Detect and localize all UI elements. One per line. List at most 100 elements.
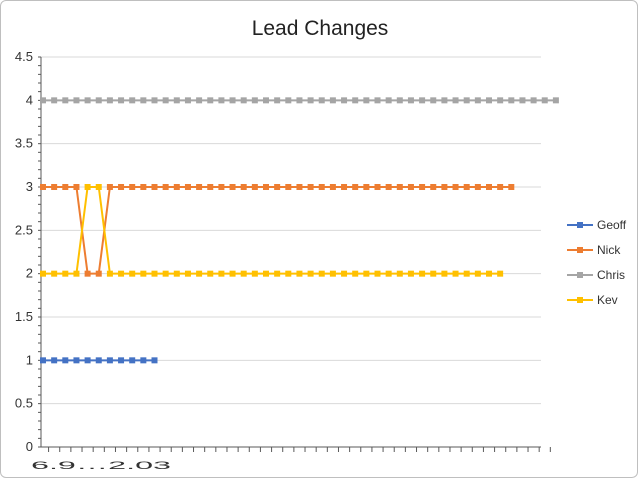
data-point — [106, 270, 113, 277]
y-tick-label: 4.5 — [15, 49, 33, 64]
data-point — [430, 97, 437, 104]
data-point — [285, 184, 292, 190]
data-point — [51, 184, 58, 190]
data-point — [129, 357, 136, 364]
x-tick-labels: 6.9…2.03 — [31, 460, 171, 472]
data-point — [274, 270, 281, 277]
legend-swatch-marker — [577, 247, 583, 253]
data-point — [140, 357, 147, 364]
chart-title: Lead Changes — [252, 17, 389, 40]
data-point — [508, 97, 515, 104]
data-point — [162, 184, 169, 190]
data-point — [229, 97, 236, 104]
data-point — [62, 97, 69, 104]
series-nick — [40, 184, 515, 277]
data-point — [95, 357, 102, 364]
data-point — [118, 270, 125, 277]
data-point — [396, 270, 403, 277]
data-point — [129, 184, 136, 190]
data-point — [151, 270, 158, 277]
legend-swatch-marker — [577, 222, 583, 228]
legend-item: Geoff — [567, 218, 627, 232]
data-point — [162, 97, 169, 104]
y-tick-label: 0.5 — [15, 396, 33, 411]
data-point — [40, 184, 46, 190]
data-point — [296, 184, 303, 190]
data-point — [352, 184, 359, 190]
data-point — [73, 97, 80, 104]
data-point — [486, 97, 492, 104]
legend-swatch-marker — [577, 272, 583, 278]
data-point — [106, 97, 113, 104]
data-point — [95, 184, 102, 190]
data-point — [173, 270, 180, 277]
data-point — [407, 184, 414, 190]
data-point — [452, 270, 459, 277]
data-point — [129, 97, 136, 104]
data-point — [207, 270, 214, 277]
data-point — [552, 97, 559, 104]
data-point — [430, 184, 437, 190]
data-point — [307, 97, 314, 104]
data-point — [173, 184, 180, 190]
data-point — [374, 97, 381, 104]
data-point — [419, 184, 426, 190]
data-point — [296, 270, 303, 277]
data-point — [441, 97, 448, 104]
data-point — [84, 184, 91, 190]
data-point — [374, 184, 381, 190]
data-point — [151, 184, 158, 190]
data-point — [106, 357, 113, 364]
legend-label: Geoff — [597, 218, 627, 232]
data-point — [329, 184, 336, 190]
data-point — [129, 270, 136, 277]
y-tick-label: 0 — [26, 439, 33, 454]
data-point — [229, 184, 236, 190]
data-point — [341, 184, 348, 190]
data-point — [396, 97, 403, 104]
y-tick-label: 2 — [26, 266, 33, 281]
data-point — [307, 270, 314, 277]
data-point — [463, 184, 470, 190]
data-point — [51, 270, 58, 277]
data-point — [73, 184, 80, 190]
data-point — [251, 270, 258, 277]
data-point — [318, 184, 325, 190]
data-point — [341, 97, 348, 104]
data-point — [118, 357, 125, 364]
data-point — [307, 184, 314, 190]
data-point — [40, 357, 46, 364]
series-kev — [40, 184, 504, 277]
data-point — [396, 184, 403, 190]
data-point — [62, 357, 69, 364]
data-point — [40, 270, 46, 277]
data-point — [84, 357, 91, 364]
data-point — [240, 97, 247, 104]
data-point — [474, 97, 481, 104]
data-point — [497, 184, 504, 190]
data-point — [95, 270, 102, 277]
data-point — [84, 97, 91, 104]
y-tick-label: 2.5 — [15, 222, 33, 237]
data-point — [173, 97, 180, 104]
data-point — [140, 184, 147, 190]
data-point — [341, 270, 348, 277]
data-point — [140, 97, 147, 104]
data-point — [497, 97, 504, 104]
data-point — [385, 270, 392, 277]
data-point — [385, 97, 392, 104]
legend-label: Kev — [597, 293, 618, 307]
data-point — [274, 184, 281, 190]
data-point — [463, 270, 470, 277]
data-point — [541, 97, 548, 104]
legend-item: Nick — [567, 243, 621, 257]
data-point — [118, 184, 125, 190]
data-point — [474, 270, 481, 277]
data-point — [140, 270, 147, 277]
axes: 0 0.5 1 1.5 2 2.5 3 3.5 4 4.5 6.9…2.03 — [15, 49, 551, 472]
y-tick-label: 4 — [26, 92, 33, 107]
data-point — [84, 270, 91, 277]
data-point — [363, 97, 370, 104]
data-point — [118, 97, 125, 104]
